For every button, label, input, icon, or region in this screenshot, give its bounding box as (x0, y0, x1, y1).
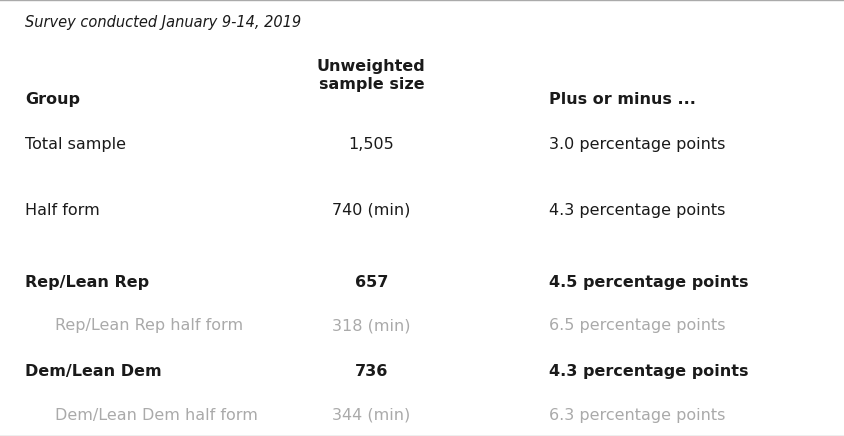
Text: 1,505: 1,505 (349, 137, 394, 152)
Text: Dem/Lean Dem half form: Dem/Lean Dem half form (55, 408, 257, 422)
Text: 657: 657 (354, 275, 388, 290)
Text: Plus or minus ...: Plus or minus ... (549, 92, 695, 106)
Text: Dem/Lean Dem: Dem/Lean Dem (25, 364, 162, 379)
Text: 4.5 percentage points: 4.5 percentage points (549, 275, 748, 290)
Text: 318 (min): 318 (min) (332, 318, 411, 333)
Text: Half form: Half form (25, 203, 100, 218)
Text: Group: Group (25, 92, 80, 106)
Text: Survey conducted January 9-14, 2019: Survey conducted January 9-14, 2019 (25, 15, 301, 30)
Text: 344 (min): 344 (min) (333, 408, 410, 422)
Text: 6.3 percentage points: 6.3 percentage points (549, 408, 725, 422)
Text: Total sample: Total sample (25, 137, 127, 152)
Text: 4.3 percentage points: 4.3 percentage points (549, 364, 748, 379)
Text: Rep/Lean Rep: Rep/Lean Rep (25, 275, 149, 290)
Text: 740 (min): 740 (min) (333, 203, 410, 218)
Text: 6.5 percentage points: 6.5 percentage points (549, 318, 725, 333)
Text: Unweighted
sample size: Unweighted sample size (317, 59, 425, 92)
Text: 3.0 percentage points: 3.0 percentage points (549, 137, 725, 152)
Text: 4.3 percentage points: 4.3 percentage points (549, 203, 725, 218)
Text: 736: 736 (354, 364, 388, 379)
Text: Rep/Lean Rep half form: Rep/Lean Rep half form (55, 318, 243, 333)
